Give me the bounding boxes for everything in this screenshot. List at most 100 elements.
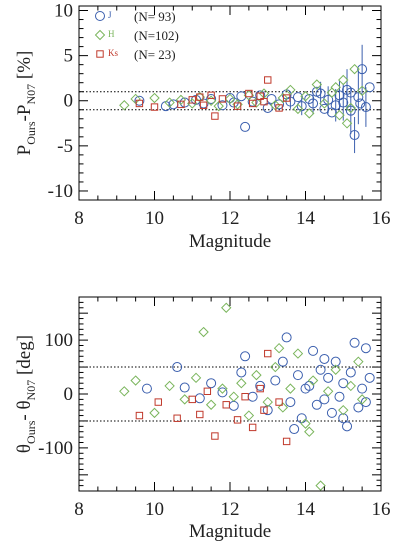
data-point-ks: [199, 101, 208, 109]
data-point-ks: [275, 398, 283, 406]
data-point-j: [247, 96, 258, 107]
data-point-h: [205, 399, 217, 410]
data-point-j: [364, 372, 375, 383]
x-tick-label: 16: [372, 499, 391, 520]
data-point-j: [285, 397, 296, 408]
data-point-h: [338, 74, 349, 86]
data-point-h: [130, 375, 141, 386]
data-point-ks: [177, 100, 185, 109]
data-point-j: [292, 92, 303, 103]
data-point-j: [194, 393, 205, 404]
x-tick-label: 12: [221, 208, 240, 229]
data-point-j: [353, 92, 364, 103]
data-point-j: [349, 337, 360, 348]
data-point-j: [296, 413, 307, 424]
data-point-ks: [207, 91, 215, 100]
panel-2: 8 10 12 14 16 -100 0 100 Magnitude θOurs- θN07 [d…: [14, 296, 391, 542]
data-point-h: [270, 100, 281, 111]
data-point-h: [164, 380, 175, 392]
legend-band-j: J: [108, 10, 112, 20]
data-point-j: [326, 407, 337, 418]
data-point-h: [119, 386, 130, 397]
data-point-j: [338, 97, 349, 108]
data-point-j: [355, 98, 366, 109]
data-point-h: [277, 402, 289, 413]
data-point-ks: [245, 89, 253, 98]
data-point-j: [172, 362, 183, 373]
y-tick-label: 0: [64, 384, 74, 405]
data-point-h: [273, 342, 285, 354]
data-point-j: [360, 397, 371, 408]
legend-count-j: (N= 93): [134, 9, 176, 24]
x-tick-label: 14: [296, 499, 316, 520]
data-point-ks: [188, 96, 196, 104]
y-axis-label: θOurs- θN07 [deg]: [14, 335, 38, 453]
data-point-h: [356, 85, 368, 97]
data-point-j: [236, 367, 247, 378]
data-point-h: [221, 302, 232, 313]
x-tick-label: 8: [74, 208, 84, 229]
data-point-h: [243, 410, 255, 421]
data-point-ks: [282, 94, 291, 102]
data-point-j: [311, 86, 322, 97]
data-point-ks: [256, 92, 264, 100]
data-point-h: [213, 100, 224, 112]
data-point-j: [228, 400, 239, 411]
legend-count-ks: (N= 23): [134, 47, 176, 62]
data-point-j: [217, 100, 228, 111]
data-point-ks: [233, 416, 242, 424]
data-point-h: [304, 108, 315, 119]
data-point-j: [360, 343, 371, 354]
data-point-h: [119, 100, 130, 111]
data-point-j: [357, 383, 368, 394]
data-point-h: [341, 118, 353, 129]
x-tick-label: 10: [145, 499, 164, 520]
data-point-ks: [211, 432, 219, 440]
data-point-j: [247, 391, 258, 402]
x-axis-label: Magnitude: [189, 231, 271, 252]
data-point-h: [292, 348, 304, 359]
data-point-ks: [241, 392, 249, 401]
data-point-j: [198, 98, 209, 109]
data-point-h: [205, 95, 217, 106]
data-point-h: [285, 383, 296, 394]
data-point-ks: [173, 414, 181, 422]
x-tick-label: 14: [296, 208, 316, 229]
data-point-ks: [260, 97, 268, 106]
data-point-j: [255, 380, 266, 391]
data-point-h: [228, 391, 239, 402]
data-point-h: [164, 97, 175, 108]
legend-band-ks: Ks: [108, 48, 118, 58]
data-point-h: [130, 93, 141, 105]
data-point-h: [349, 63, 360, 75]
data-point-h: [300, 418, 311, 429]
data-point-j: [311, 399, 322, 410]
data-point-h: [179, 394, 190, 405]
data-point-j: [360, 102, 371, 113]
data-point-j: [326, 107, 337, 118]
x-tick-label: 10: [145, 208, 164, 229]
data-point-j: [342, 421, 353, 432]
data-point-h: [251, 97, 262, 108]
data-point-j: [240, 351, 251, 362]
data-point-h: [353, 356, 364, 367]
data-point-h: [217, 383, 228, 394]
data-point-ks: [264, 349, 272, 358]
y-tick-label: 5: [64, 46, 74, 67]
data-point-h: [262, 396, 273, 408]
data-point-ks: [218, 95, 227, 103]
data-point-j: [217, 387, 228, 398]
data-point-h: [356, 394, 368, 405]
y-tick-label: -100: [38, 438, 73, 459]
data-point-h: [322, 386, 334, 397]
y-tick-label: 0: [64, 91, 74, 112]
data-point-h: [345, 380, 357, 392]
data-point-h: [224, 93, 236, 105]
data-point-j: [319, 394, 330, 405]
data-point-ks: [196, 410, 204, 419]
x-tick-label: 12: [221, 499, 240, 520]
data-point-h: [304, 426, 315, 437]
legend-marker-h: [94, 29, 106, 41]
data-point-ks: [256, 384, 264, 393]
